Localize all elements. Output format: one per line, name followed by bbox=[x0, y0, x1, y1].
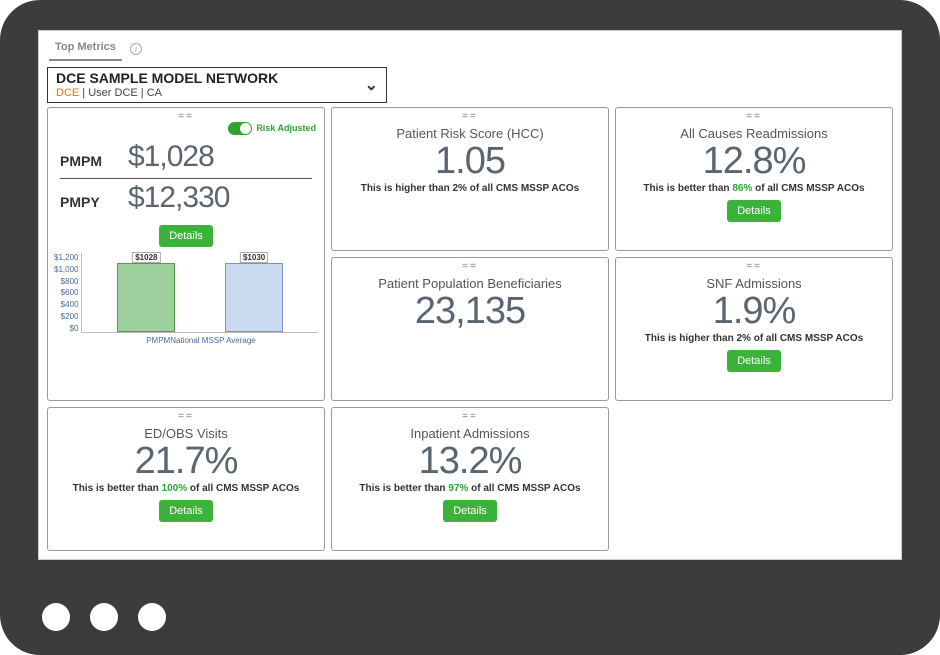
card-compare: This is better than 97% of all CMS MSSP … bbox=[359, 483, 580, 494]
pmpy-label: PMPY bbox=[60, 194, 118, 210]
drag-handle-icon[interactable]: == bbox=[178, 412, 194, 424]
chart-plot: $1028 $1030 bbox=[81, 253, 318, 333]
device-home-buttons bbox=[42, 603, 166, 631]
ytick: $200 bbox=[54, 312, 78, 321]
card-inpatient: == Inpatient Admissions 13.2% This is be… bbox=[331, 407, 609, 551]
ytick: $1,200 bbox=[54, 253, 78, 262]
home-button-icon[interactable] bbox=[90, 603, 118, 631]
compare-prefix: This is higher than bbox=[645, 333, 737, 344]
drag-handle-icon[interactable]: == bbox=[462, 112, 478, 124]
pmpm-rows: PMPM $1,028 PMPY $12,330 bbox=[54, 124, 318, 219]
compare-prefix: This is better than bbox=[359, 483, 448, 494]
compare-suffix: of all CMS MSSP ACOs bbox=[752, 183, 864, 194]
network-user: User DCE bbox=[88, 87, 138, 99]
card-value: 12.8% bbox=[703, 141, 806, 183]
risk-adjusted-toggle-row: Risk Adjusted bbox=[228, 122, 316, 135]
compare-pct: 100% bbox=[162, 483, 188, 494]
card-risk-score: == Patient Risk Score (HCC) 1.05 This is… bbox=[331, 107, 609, 251]
drag-handle-icon[interactable]: == bbox=[462, 412, 478, 424]
chart-bar-label: $1028 bbox=[132, 252, 160, 263]
drag-handle-icon[interactable]: == bbox=[462, 262, 478, 274]
chart-bar-label: $1030 bbox=[240, 252, 268, 263]
drag-handle-icon[interactable]: == bbox=[746, 112, 762, 124]
card-value: 21.7% bbox=[135, 441, 238, 483]
ytick: $0 bbox=[54, 324, 78, 333]
pmpm-label: PMPM bbox=[60, 153, 118, 169]
compare-pct: 2% bbox=[736, 333, 750, 344]
details-button[interactable]: Details bbox=[159, 225, 213, 247]
drag-handle-icon[interactable]: == bbox=[178, 112, 194, 124]
card-readmissions: == All Causes Readmissions 12.8% This is… bbox=[615, 107, 893, 251]
card-compare: This is higher than 2% of all CMS MSSP A… bbox=[645, 333, 863, 344]
compare-pct: 97% bbox=[448, 483, 468, 494]
xtick: PMPM bbox=[146, 336, 170, 345]
card-compare: This is better than 100% of all CMS MSSP… bbox=[73, 483, 300, 494]
card-snf: == SNF Admissions 1.9% This is higher th… bbox=[615, 257, 893, 401]
card-title: SNF Admissions bbox=[706, 276, 801, 291]
compare-suffix: of all CMS MSSP ACOs bbox=[468, 483, 580, 494]
card-title: Inpatient Admissions bbox=[410, 426, 529, 441]
chart-bar-national: $1030 bbox=[225, 263, 283, 332]
card-title: All Causes Readmissions bbox=[680, 126, 827, 141]
chart-bar-pmpm: $1028 bbox=[117, 263, 175, 332]
card-title: ED/OBS Visits bbox=[144, 426, 228, 441]
card-value: 1.9% bbox=[713, 291, 796, 333]
pmpm-chart: $1,200 $1,000 $800 $600 $400 $200 $0 $10… bbox=[54, 253, 318, 333]
risk-adjusted-label: Risk Adjusted bbox=[256, 123, 316, 133]
network-subtitle: DCE | User DCE | CA bbox=[56, 87, 278, 100]
compare-suffix: of all CMS MSSP ACOs bbox=[467, 183, 579, 194]
network-selector[interactable]: DCE SAMPLE MODEL NETWORK DCE | User DCE … bbox=[47, 67, 387, 103]
card-value: 23,135 bbox=[415, 291, 525, 333]
network-region: CA bbox=[147, 87, 162, 99]
pmpm-value: $1,028 bbox=[128, 140, 214, 174]
ytick: $800 bbox=[54, 277, 78, 286]
pmpm-row: PMPM $1,028 bbox=[60, 138, 312, 179]
xtick: National MSSP Average bbox=[170, 336, 256, 345]
network-selector-text: DCE SAMPLE MODEL NETWORK DCE | User DCE … bbox=[56, 70, 278, 100]
compare-suffix: of all CMS MSSP ACOs bbox=[187, 483, 299, 494]
details-button[interactable]: Details bbox=[727, 200, 781, 222]
details-button[interactable]: Details bbox=[727, 350, 781, 372]
card-pmpm: == Risk Adjusted PMPM $1,028 PMPY $12,33… bbox=[47, 107, 325, 401]
card-value: 13.2% bbox=[419, 441, 522, 483]
chart-xaxis: PMPM National MSSP Average bbox=[116, 333, 256, 345]
card-grid: == Risk Adjusted PMPM $1,028 PMPY $12,33… bbox=[39, 107, 901, 559]
compare-pct: 2% bbox=[452, 183, 466, 194]
network-title: DCE SAMPLE MODEL NETWORK bbox=[56, 70, 278, 87]
compare-prefix: This is higher than bbox=[361, 183, 453, 194]
chevron-down-icon: ⌄ bbox=[365, 75, 378, 95]
tab-top-metrics[interactable]: Top Metrics bbox=[49, 37, 122, 61]
home-button-icon[interactable] bbox=[138, 603, 166, 631]
card-title: Patient Risk Score (HCC) bbox=[396, 126, 543, 141]
card-edobs: == ED/OBS Visits 21.7% This is better th… bbox=[47, 407, 325, 551]
compare-suffix: of all CMS MSSP ACOs bbox=[751, 333, 863, 344]
screen: Top Metrics i DCE SAMPLE MODEL NETWORK D… bbox=[38, 30, 902, 560]
tablet-frame: Top Metrics i DCE SAMPLE MODEL NETWORK D… bbox=[0, 0, 940, 655]
compare-pct: 86% bbox=[732, 183, 752, 194]
pmpy-row: PMPY $12,330 bbox=[60, 179, 312, 219]
card-value: 1.05 bbox=[435, 141, 505, 183]
pmpy-value: $12,330 bbox=[128, 181, 229, 215]
chart-yaxis: $1,200 $1,000 $800 $600 $400 $200 $0 bbox=[54, 253, 81, 333]
compare-prefix: This is better than bbox=[73, 483, 162, 494]
details-button[interactable]: Details bbox=[443, 500, 497, 522]
network-accent: DCE bbox=[56, 87, 79, 99]
ytick: $1,000 bbox=[54, 265, 78, 274]
card-title: Patient Population Beneficiaries bbox=[378, 276, 562, 291]
tab-bar: Top Metrics i bbox=[39, 31, 901, 61]
card-compare: This is higher than 2% of all CMS MSSP A… bbox=[361, 183, 579, 194]
risk-adjusted-toggle[interactable] bbox=[228, 122, 252, 135]
drag-handle-icon[interactable]: == bbox=[746, 262, 762, 274]
compare-prefix: This is better than bbox=[643, 183, 732, 194]
info-icon[interactable]: i bbox=[130, 43, 142, 55]
ytick: $600 bbox=[54, 288, 78, 297]
card-population: == Patient Population Beneficiaries 23,1… bbox=[331, 257, 609, 401]
details-button[interactable]: Details bbox=[159, 500, 213, 522]
home-button-icon[interactable] bbox=[42, 603, 70, 631]
ytick: $400 bbox=[54, 300, 78, 309]
card-compare: This is better than 86% of all CMS MSSP … bbox=[643, 183, 864, 194]
